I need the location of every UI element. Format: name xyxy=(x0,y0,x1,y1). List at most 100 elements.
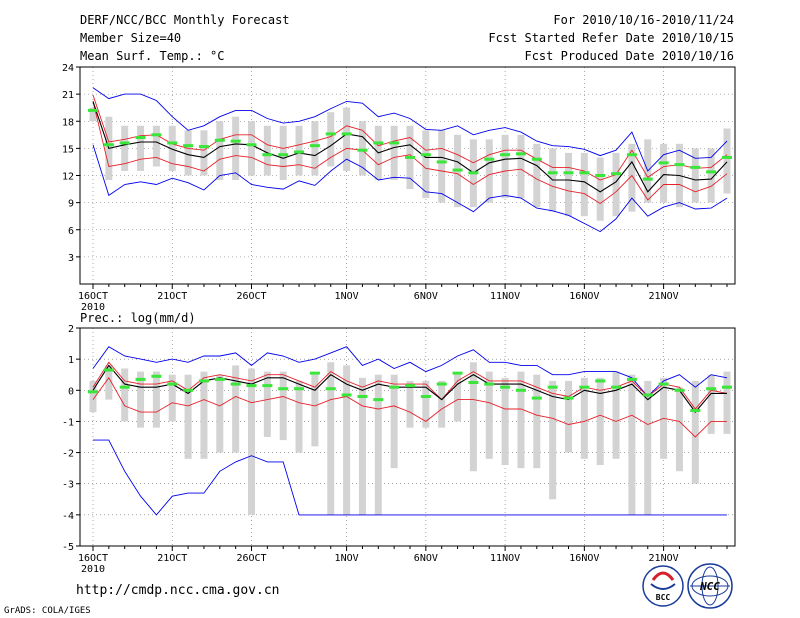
y-tick-label: 9 xyxy=(68,199,74,210)
forecast-marker xyxy=(547,385,558,389)
forecast-marker xyxy=(230,139,241,143)
spread-box xyxy=(390,125,398,181)
bcc-logo-icon: BCC xyxy=(642,565,684,607)
spread-box xyxy=(691,148,699,203)
outer-max-line xyxy=(92,346,728,398)
spread-box xyxy=(580,152,588,217)
forecast-marker xyxy=(595,174,606,177)
forecast-marker xyxy=(611,172,622,176)
forecast-marker xyxy=(119,141,130,145)
inner-max-line xyxy=(92,361,728,410)
spread-box xyxy=(89,380,97,413)
forecast-marker xyxy=(246,384,257,388)
spread-box xyxy=(200,371,208,459)
spread-box xyxy=(454,374,462,422)
spread-box xyxy=(517,371,525,469)
header-right: For 2010/10/16-2010/11/24 Fcst Started R… xyxy=(488,13,734,63)
forecast-marker xyxy=(642,177,653,181)
spread-box xyxy=(295,380,303,453)
y-tick-label: 1 xyxy=(68,355,74,366)
forecast-marker xyxy=(230,382,241,386)
spread-box xyxy=(343,365,351,515)
forecast-marker xyxy=(135,136,146,140)
forecast-marker xyxy=(595,379,606,383)
forecast-marker xyxy=(420,153,431,157)
spread-box xyxy=(533,374,541,469)
spread-box xyxy=(422,130,430,199)
spread-box xyxy=(374,374,382,515)
spread-box xyxy=(723,371,731,434)
spread-box xyxy=(279,125,287,181)
precipitation-frame xyxy=(79,327,736,547)
spread-box xyxy=(644,380,652,515)
forecast-marker xyxy=(135,377,146,381)
spread-box xyxy=(327,362,335,515)
spread-box xyxy=(612,371,620,459)
spread-box xyxy=(121,368,129,422)
spread-box xyxy=(390,374,398,469)
spread-box xyxy=(358,377,366,515)
temperature-series xyxy=(92,87,728,233)
spread-box xyxy=(675,387,683,472)
spread-box xyxy=(438,380,446,428)
y-tick-label: 2 xyxy=(68,324,74,335)
header-started-date: Fcst Started Refer Date 2010/10/15 xyxy=(488,31,734,45)
forecast-marker xyxy=(484,157,495,161)
y-tick-label: -2 xyxy=(62,449,74,460)
spread-box xyxy=(152,371,160,428)
y-tick-label: 18 xyxy=(62,117,74,128)
x-tick-label: 26OCT xyxy=(236,553,266,564)
header-period: For 2010/10/16-2010/11/24 xyxy=(553,13,734,27)
forecast-marker xyxy=(547,171,558,175)
spread-box xyxy=(723,128,731,194)
forecast-marker xyxy=(214,377,225,381)
spread-box xyxy=(216,374,224,453)
forecast-marker xyxy=(579,171,590,175)
y-tick-label: 15 xyxy=(62,144,74,155)
inner-min-line xyxy=(92,101,728,205)
spread-box xyxy=(628,374,636,515)
x-tick-label: 16NOV xyxy=(569,291,599,302)
x-tick-label: 21NOV xyxy=(649,553,679,564)
header-title: DERF/NCC/BCC Monthly Forecast xyxy=(80,13,290,27)
forecast-marker xyxy=(373,398,384,402)
forecast-marker xyxy=(452,371,463,375)
spread-box xyxy=(549,380,557,500)
forecast-marker xyxy=(103,368,114,372)
forecast-marker xyxy=(294,387,305,391)
forecast-marker xyxy=(341,132,352,136)
forecast-marker xyxy=(484,382,495,386)
forecast-marker xyxy=(198,145,209,149)
temperature-markers xyxy=(88,108,732,181)
forecast-marker xyxy=(579,385,590,389)
outer-max-line xyxy=(92,87,728,172)
precip-panel-title: Prec.: log(mm/d) xyxy=(80,311,196,325)
year-label: 2010 xyxy=(81,302,105,313)
x-tick-label: 11NOV xyxy=(490,553,520,564)
outer-min-line xyxy=(93,439,727,516)
forecast-marker xyxy=(500,153,511,157)
forecast-marker xyxy=(706,170,717,174)
forecast-marker xyxy=(151,133,162,137)
spread-box xyxy=(612,152,620,217)
spread-box xyxy=(358,121,366,176)
spread-box xyxy=(343,107,351,171)
forecast-marker xyxy=(722,385,732,389)
forecast-marker xyxy=(389,141,400,145)
precipitation-y-axis: -5 -4 -3 -2 -1 0 1 2 xyxy=(62,324,80,553)
spread-box xyxy=(152,125,160,167)
forecast-marker xyxy=(658,382,669,386)
forecast-marker xyxy=(309,144,320,148)
precipitation-series xyxy=(92,346,728,516)
x-tick-label: 11NOV xyxy=(490,291,520,302)
forecast-marker xyxy=(88,108,98,112)
forecast-marker xyxy=(389,385,400,389)
spread-box xyxy=(89,107,97,122)
spread-box xyxy=(691,380,699,484)
forecast-marker xyxy=(706,387,717,391)
spread-box xyxy=(707,148,715,203)
forecast-marker xyxy=(373,141,384,145)
spread-box xyxy=(137,125,145,171)
spread-box xyxy=(707,374,715,434)
